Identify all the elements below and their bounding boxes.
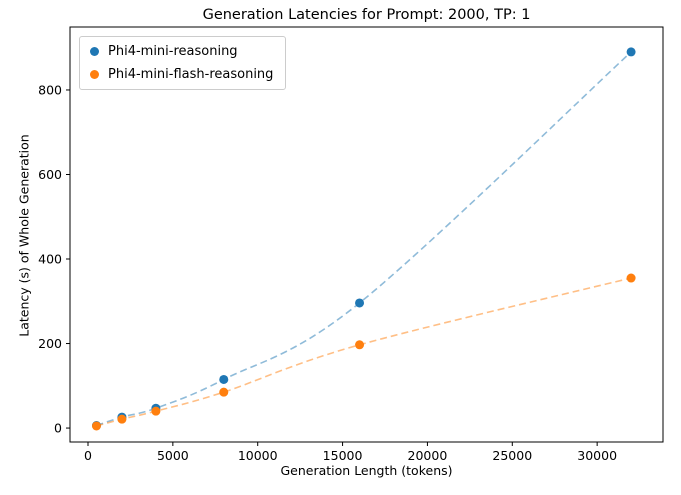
svg-text:600: 600 xyxy=(38,167,62,182)
svg-text:15000: 15000 xyxy=(323,448,363,463)
svg-text:30000: 30000 xyxy=(577,448,617,463)
x-axis-label: Generation Length (tokens) xyxy=(280,463,453,478)
svg-text:0: 0 xyxy=(84,448,92,463)
svg-text:0: 0 xyxy=(54,421,62,436)
legend-label: Phi4-mini-flash-reasoning xyxy=(108,66,274,82)
svg-text:5000: 5000 xyxy=(157,448,189,463)
chart-title: Generation Latencies for Prompt: 2000, T… xyxy=(202,7,531,23)
svg-text:10000: 10000 xyxy=(238,448,278,463)
series-marker-icon xyxy=(90,69,99,79)
legend: Phi4-mini-reasoning Phi4-mini-flash-reas… xyxy=(79,36,287,91)
svg-text:200: 200 xyxy=(38,336,62,351)
legend-label: Phi4-mini-reasoning xyxy=(108,44,238,59)
svg-text:25000: 25000 xyxy=(492,448,532,463)
legend-entry: Phi4-mini-flash-reasoning xyxy=(90,66,273,84)
svg-text:800: 800 xyxy=(38,82,62,97)
svg-text:400: 400 xyxy=(38,252,62,267)
legend-entry: Phi4-mini-reasoning xyxy=(90,43,273,61)
svg-text:20000: 20000 xyxy=(408,448,448,463)
series-marker-icon xyxy=(90,47,99,57)
